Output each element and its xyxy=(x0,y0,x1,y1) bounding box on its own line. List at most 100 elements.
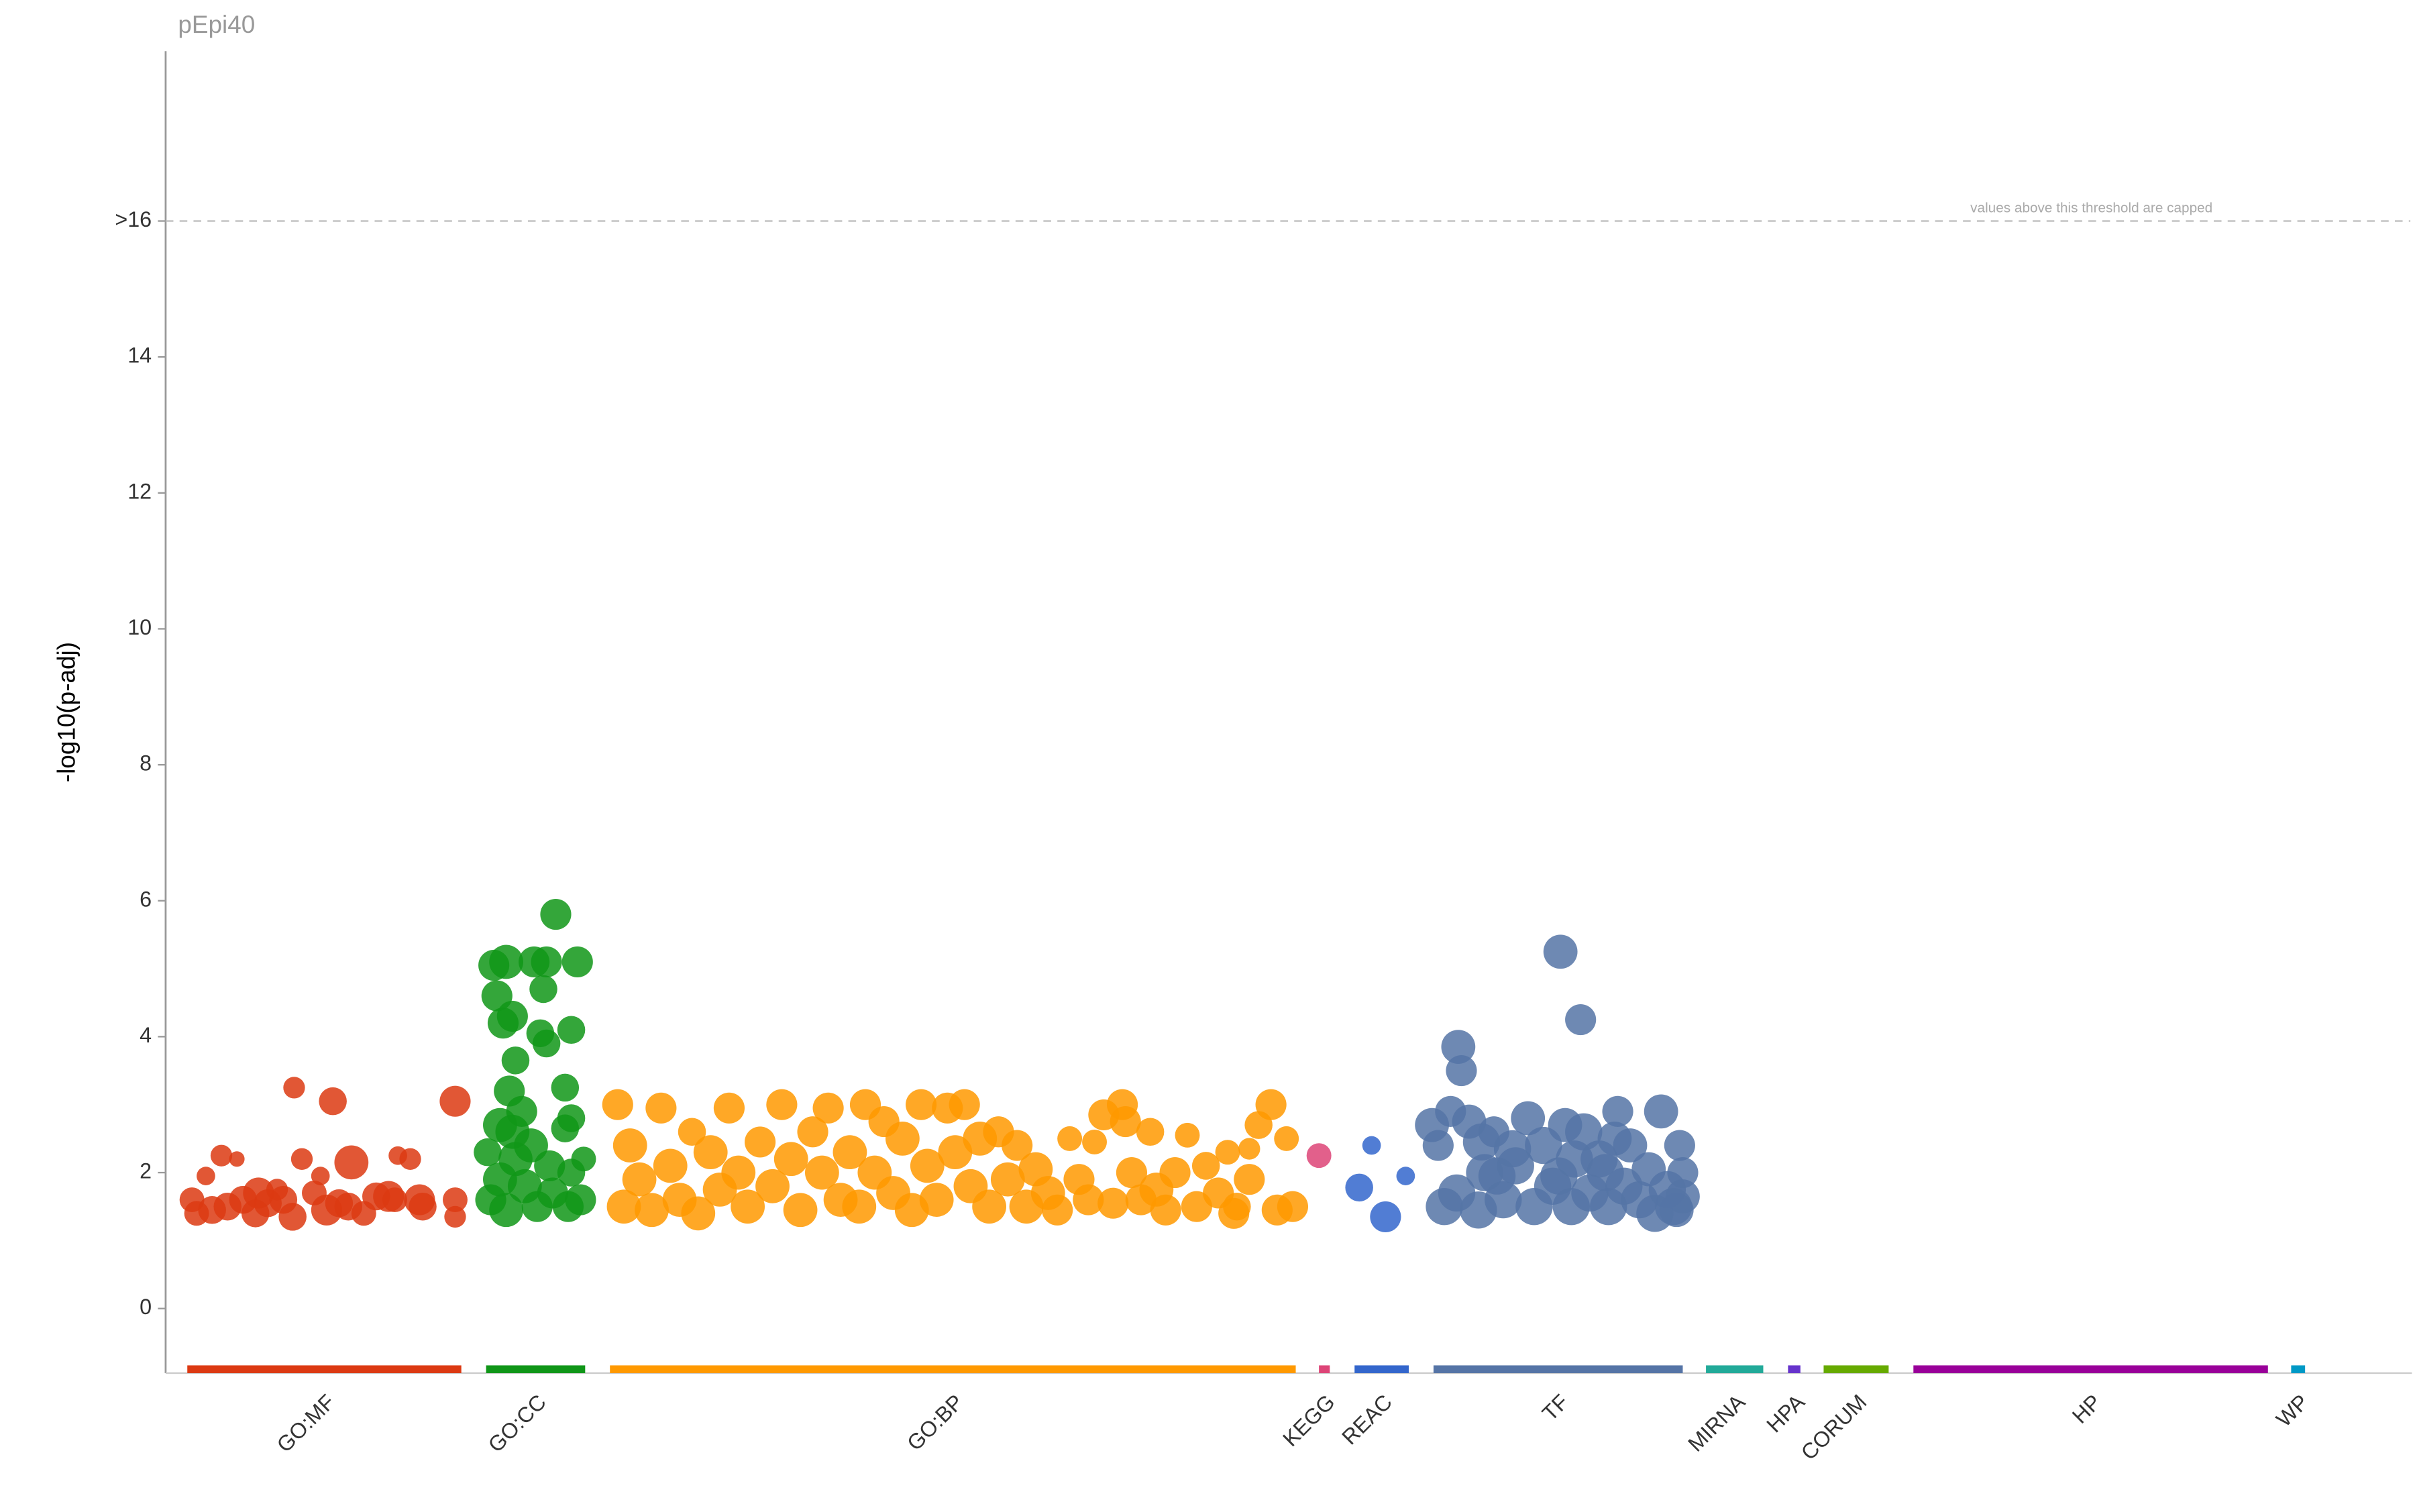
term-point xyxy=(1602,1095,1633,1127)
term-point xyxy=(373,1181,405,1212)
threshold-note: values above this threshold are capped xyxy=(1970,201,2212,216)
term-point xyxy=(1110,1105,1141,1138)
term-point xyxy=(1215,1140,1240,1165)
term-point xyxy=(1218,1197,1250,1229)
term-point xyxy=(805,1155,839,1190)
term-point xyxy=(483,1162,517,1197)
x-tick-label: MIRNA xyxy=(1683,1389,1750,1456)
term-point xyxy=(1664,1130,1695,1161)
term-point xyxy=(602,1089,633,1120)
term-point xyxy=(721,1155,756,1190)
term-point xyxy=(1097,1187,1129,1219)
term-point xyxy=(745,1126,776,1158)
term-point xyxy=(885,1122,920,1156)
term-point xyxy=(653,1148,688,1183)
term-point xyxy=(197,1167,215,1185)
term-point xyxy=(290,1148,313,1170)
term-point xyxy=(731,1189,765,1224)
x-tick-label: GO:CC xyxy=(484,1390,551,1457)
term-point xyxy=(906,1089,937,1120)
term-point xyxy=(783,1193,818,1228)
term-point xyxy=(532,1029,561,1058)
term-point xyxy=(557,1104,586,1132)
term-point xyxy=(833,1135,867,1170)
term-point xyxy=(1362,1136,1381,1155)
term-point xyxy=(565,1184,596,1216)
term-point xyxy=(1659,1193,1694,1228)
x-tick-label: GO:BP xyxy=(902,1390,968,1456)
term-point xyxy=(529,975,557,1004)
term-point xyxy=(243,1177,274,1209)
source-bar xyxy=(1706,1365,1764,1373)
term-point xyxy=(713,1092,745,1124)
term-point xyxy=(1191,1152,1220,1180)
term-point xyxy=(540,898,572,930)
term-point xyxy=(1462,1123,1501,1161)
term-point xyxy=(1234,1164,1265,1195)
term-point xyxy=(645,1092,677,1124)
term-point xyxy=(210,1144,233,1167)
x-tick-label: HP xyxy=(2068,1390,2106,1428)
term-point xyxy=(496,1000,528,1032)
term-point xyxy=(919,1183,954,1217)
term-point xyxy=(311,1167,330,1185)
term-point xyxy=(766,1089,798,1120)
term-point xyxy=(1493,1130,1532,1168)
term-point xyxy=(501,1046,530,1075)
term-point xyxy=(773,1142,808,1177)
term-point xyxy=(439,1085,471,1117)
term-point xyxy=(1644,1094,1678,1129)
y-tick-label: 14 xyxy=(127,343,152,368)
term-point xyxy=(1422,1130,1454,1161)
term-point xyxy=(990,1162,1025,1197)
source-bar xyxy=(1913,1365,2268,1373)
term-point xyxy=(622,1162,657,1197)
source-bar xyxy=(486,1365,586,1373)
term-point xyxy=(693,1135,728,1170)
term-point xyxy=(1073,1184,1104,1216)
term-point xyxy=(910,1148,945,1183)
y-tick-label: 8 xyxy=(140,751,152,775)
term-point xyxy=(1255,1089,1287,1120)
term-point xyxy=(229,1151,245,1167)
term-point xyxy=(1511,1101,1546,1136)
source-bar xyxy=(1433,1365,1683,1373)
term-point xyxy=(514,1128,548,1163)
term-point xyxy=(681,1196,716,1231)
x-tick-label: GO:MF xyxy=(272,1390,339,1457)
y-tick-label: 10 xyxy=(127,615,152,639)
term-point xyxy=(797,1116,828,1148)
term-point xyxy=(1587,1154,1624,1191)
term-point xyxy=(1478,1157,1516,1195)
term-point xyxy=(1116,1156,1147,1189)
x-tick-label: REAC xyxy=(1337,1390,1397,1450)
term-point xyxy=(278,1203,307,1231)
term-point xyxy=(1446,1055,1477,1087)
y-tick-label: 2 xyxy=(140,1159,152,1183)
term-point xyxy=(755,1169,790,1203)
term-point xyxy=(334,1145,369,1180)
term-point xyxy=(1667,1156,1699,1189)
term-point xyxy=(534,1150,566,1181)
term-point xyxy=(1175,1122,1200,1148)
x-tick-label: CORUM xyxy=(1796,1390,1872,1465)
term-point xyxy=(557,1016,586,1044)
term-point xyxy=(635,1193,669,1228)
term-point xyxy=(1345,1173,1373,1202)
term-point xyxy=(1274,1126,1299,1151)
source-bar xyxy=(2291,1365,2306,1373)
term-point xyxy=(531,946,562,978)
x-tick-label: TF xyxy=(1538,1390,1573,1425)
term-point xyxy=(938,1135,973,1170)
y-tick-label: 4 xyxy=(140,1023,152,1047)
term-point xyxy=(1159,1156,1191,1189)
term-point xyxy=(842,1189,877,1224)
term-point xyxy=(557,1158,586,1187)
source-bar xyxy=(187,1365,462,1373)
term-point xyxy=(1057,1126,1083,1151)
term-point xyxy=(311,1194,342,1226)
term-point xyxy=(1543,934,1578,969)
term-point xyxy=(399,1148,421,1170)
term-point xyxy=(949,1089,980,1120)
